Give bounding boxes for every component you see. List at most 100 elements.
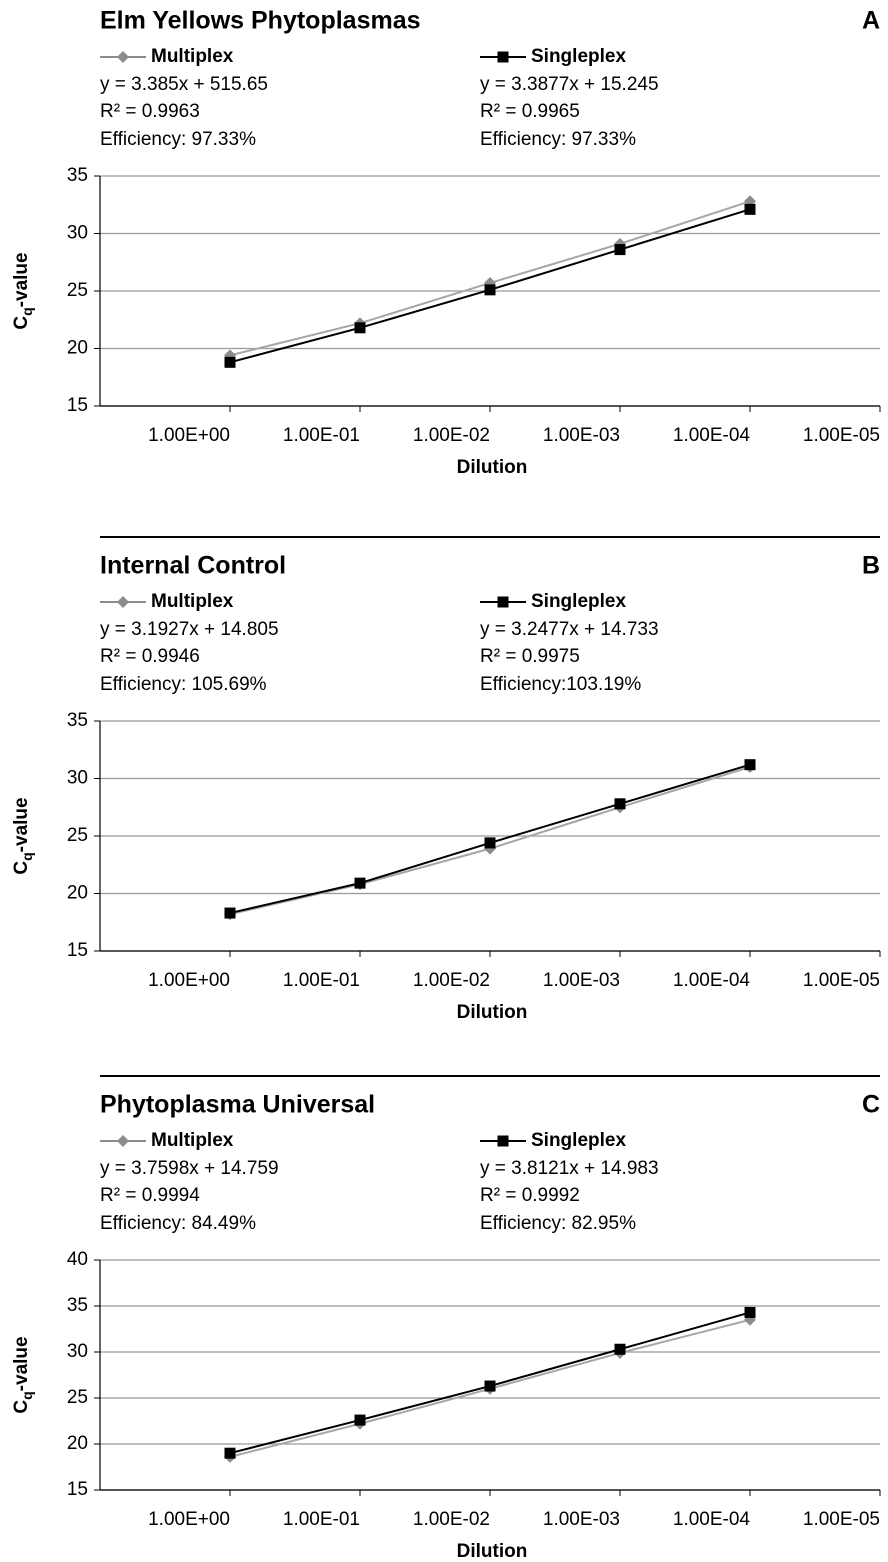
legend-marker [497,596,509,608]
legend-marker [497,1135,509,1147]
y-tick-label: 30 [67,223,88,244]
marker [224,907,236,919]
chart-title: Phytoplasma Universal [100,1091,375,1119]
efficiency: Efficiency: 82.95% [480,1213,636,1234]
r-squared: R² = 0.9975 [480,646,580,667]
legend-marker [117,51,129,63]
legend-marker [117,1135,129,1147]
x-tick-label: 1.00E-01 [283,425,360,446]
y-tick-label: 30 [67,1341,88,1362]
marker [744,1306,756,1318]
r-squared: R² = 0.9946 [100,646,200,667]
efficiency: Efficiency: 105.69% [100,674,267,695]
y-axis-label-part: -value [11,252,32,307]
efficiency: Efficiency: 84.49% [100,1213,256,1234]
y-axis-label-part: -value [11,797,32,852]
x-tick-label: 1.00E-04 [673,1509,751,1530]
x-tick-label: 1.00E+00 [148,970,230,991]
y-tick-label: 15 [67,940,88,961]
x-tick-label: 1.00E+00 [148,425,230,446]
marker [614,1343,626,1355]
equation: y = 3.385x + 515.65 [100,74,268,95]
y-tick-label: 30 [67,768,88,789]
y-tick-label: 20 [67,883,88,904]
y-axis-label: Cq-value [11,1336,35,1413]
y-tick-label: 40 [67,1249,88,1270]
y-axis-label-part: q [19,307,35,316]
y-axis-label-part: -value [11,1336,32,1391]
y-tick-label: 35 [67,1295,88,1316]
y-axis-label-part: q [19,852,35,861]
chart-title: Internal Control [100,552,286,580]
x-tick-label: 1.00E-04 [673,425,751,446]
y-tick-label: 15 [67,1479,88,1500]
legend-label: Singleplex [531,591,626,612]
marker [224,1447,236,1459]
legend-label: Singleplex [531,1130,626,1151]
y-axis-label-part: q [19,1391,35,1400]
marker [484,1380,496,1392]
marker [354,877,366,889]
y-axis-label-part: C [11,316,32,330]
marker [614,798,626,810]
x-tick-label: 1.00E-05 [803,425,880,446]
x-axis-label: Dilution [457,1541,528,1562]
y-tick-label: 20 [67,338,88,359]
legend-marker [497,51,509,63]
y-tick-label: 35 [67,710,88,731]
y-axis-label: Cq-value [11,252,35,329]
legend-label: Multiplex [151,591,234,612]
r-squared: R² = 0.9963 [100,101,200,122]
y-axis-label-part: C [11,861,32,875]
x-tick-label: 1.00E-03 [543,970,620,991]
chart-title: Elm Yellows Phytoplasmas [100,7,421,35]
y-tick-label: 25 [67,280,88,301]
x-tick-label: 1.00E-05 [803,1509,880,1530]
efficiency: Efficiency: 97.33% [100,129,256,150]
y-axis-label: Cq-value [11,797,35,874]
equation: y = 3.2477x + 14.733 [480,619,659,640]
legend-label: Multiplex [151,46,234,67]
marker [744,759,756,771]
x-tick-label: 1.00E-03 [543,425,620,446]
x-tick-label: 1.00E-02 [413,1509,490,1530]
x-tick-label: 1.00E-03 [543,1509,620,1530]
y-tick-label: 35 [67,165,88,186]
marker [484,837,496,849]
legend-marker [117,596,129,608]
x-tick-label: 1.00E-05 [803,970,880,991]
efficiency: Efficiency:103.19% [480,674,641,695]
equation: y = 3.3877x + 15.245 [480,74,659,95]
y-axis-label-part: C [11,1400,32,1414]
x-tick-label: 1.00E+00 [148,1509,230,1530]
x-tick-label: 1.00E-01 [283,970,360,991]
r-squared: R² = 0.9992 [480,1185,580,1206]
x-tick-label: 1.00E-04 [673,970,751,991]
x-tick-label: 1.00E-02 [413,425,490,446]
r-squared: R² = 0.9965 [480,101,580,122]
efficiency: Efficiency: 97.33% [480,129,636,150]
panel-label: C [862,1091,880,1119]
marker [484,284,496,296]
marker [614,244,626,256]
y-tick-label: 20 [67,1433,88,1454]
y-tick-label: 25 [67,1387,88,1408]
marker [224,356,236,368]
panel-label: B [862,552,880,580]
equation: y = 3.7598x + 14.759 [100,1158,279,1179]
y-tick-label: 15 [67,395,88,416]
panel-label: A [862,7,880,35]
y-tick-label: 25 [67,825,88,846]
marker [354,322,366,334]
legend-label: Multiplex [151,1130,234,1151]
legend-label: Singleplex [531,46,626,67]
x-axis-label: Dilution [457,457,528,478]
equation: y = 3.1927x + 14.805 [100,619,279,640]
r-squared: R² = 0.9994 [100,1185,200,1206]
x-axis-label: Dilution [457,1002,528,1023]
equation: y = 3.8121x + 14.983 [480,1158,659,1179]
marker [354,1414,366,1426]
marker [744,203,756,215]
